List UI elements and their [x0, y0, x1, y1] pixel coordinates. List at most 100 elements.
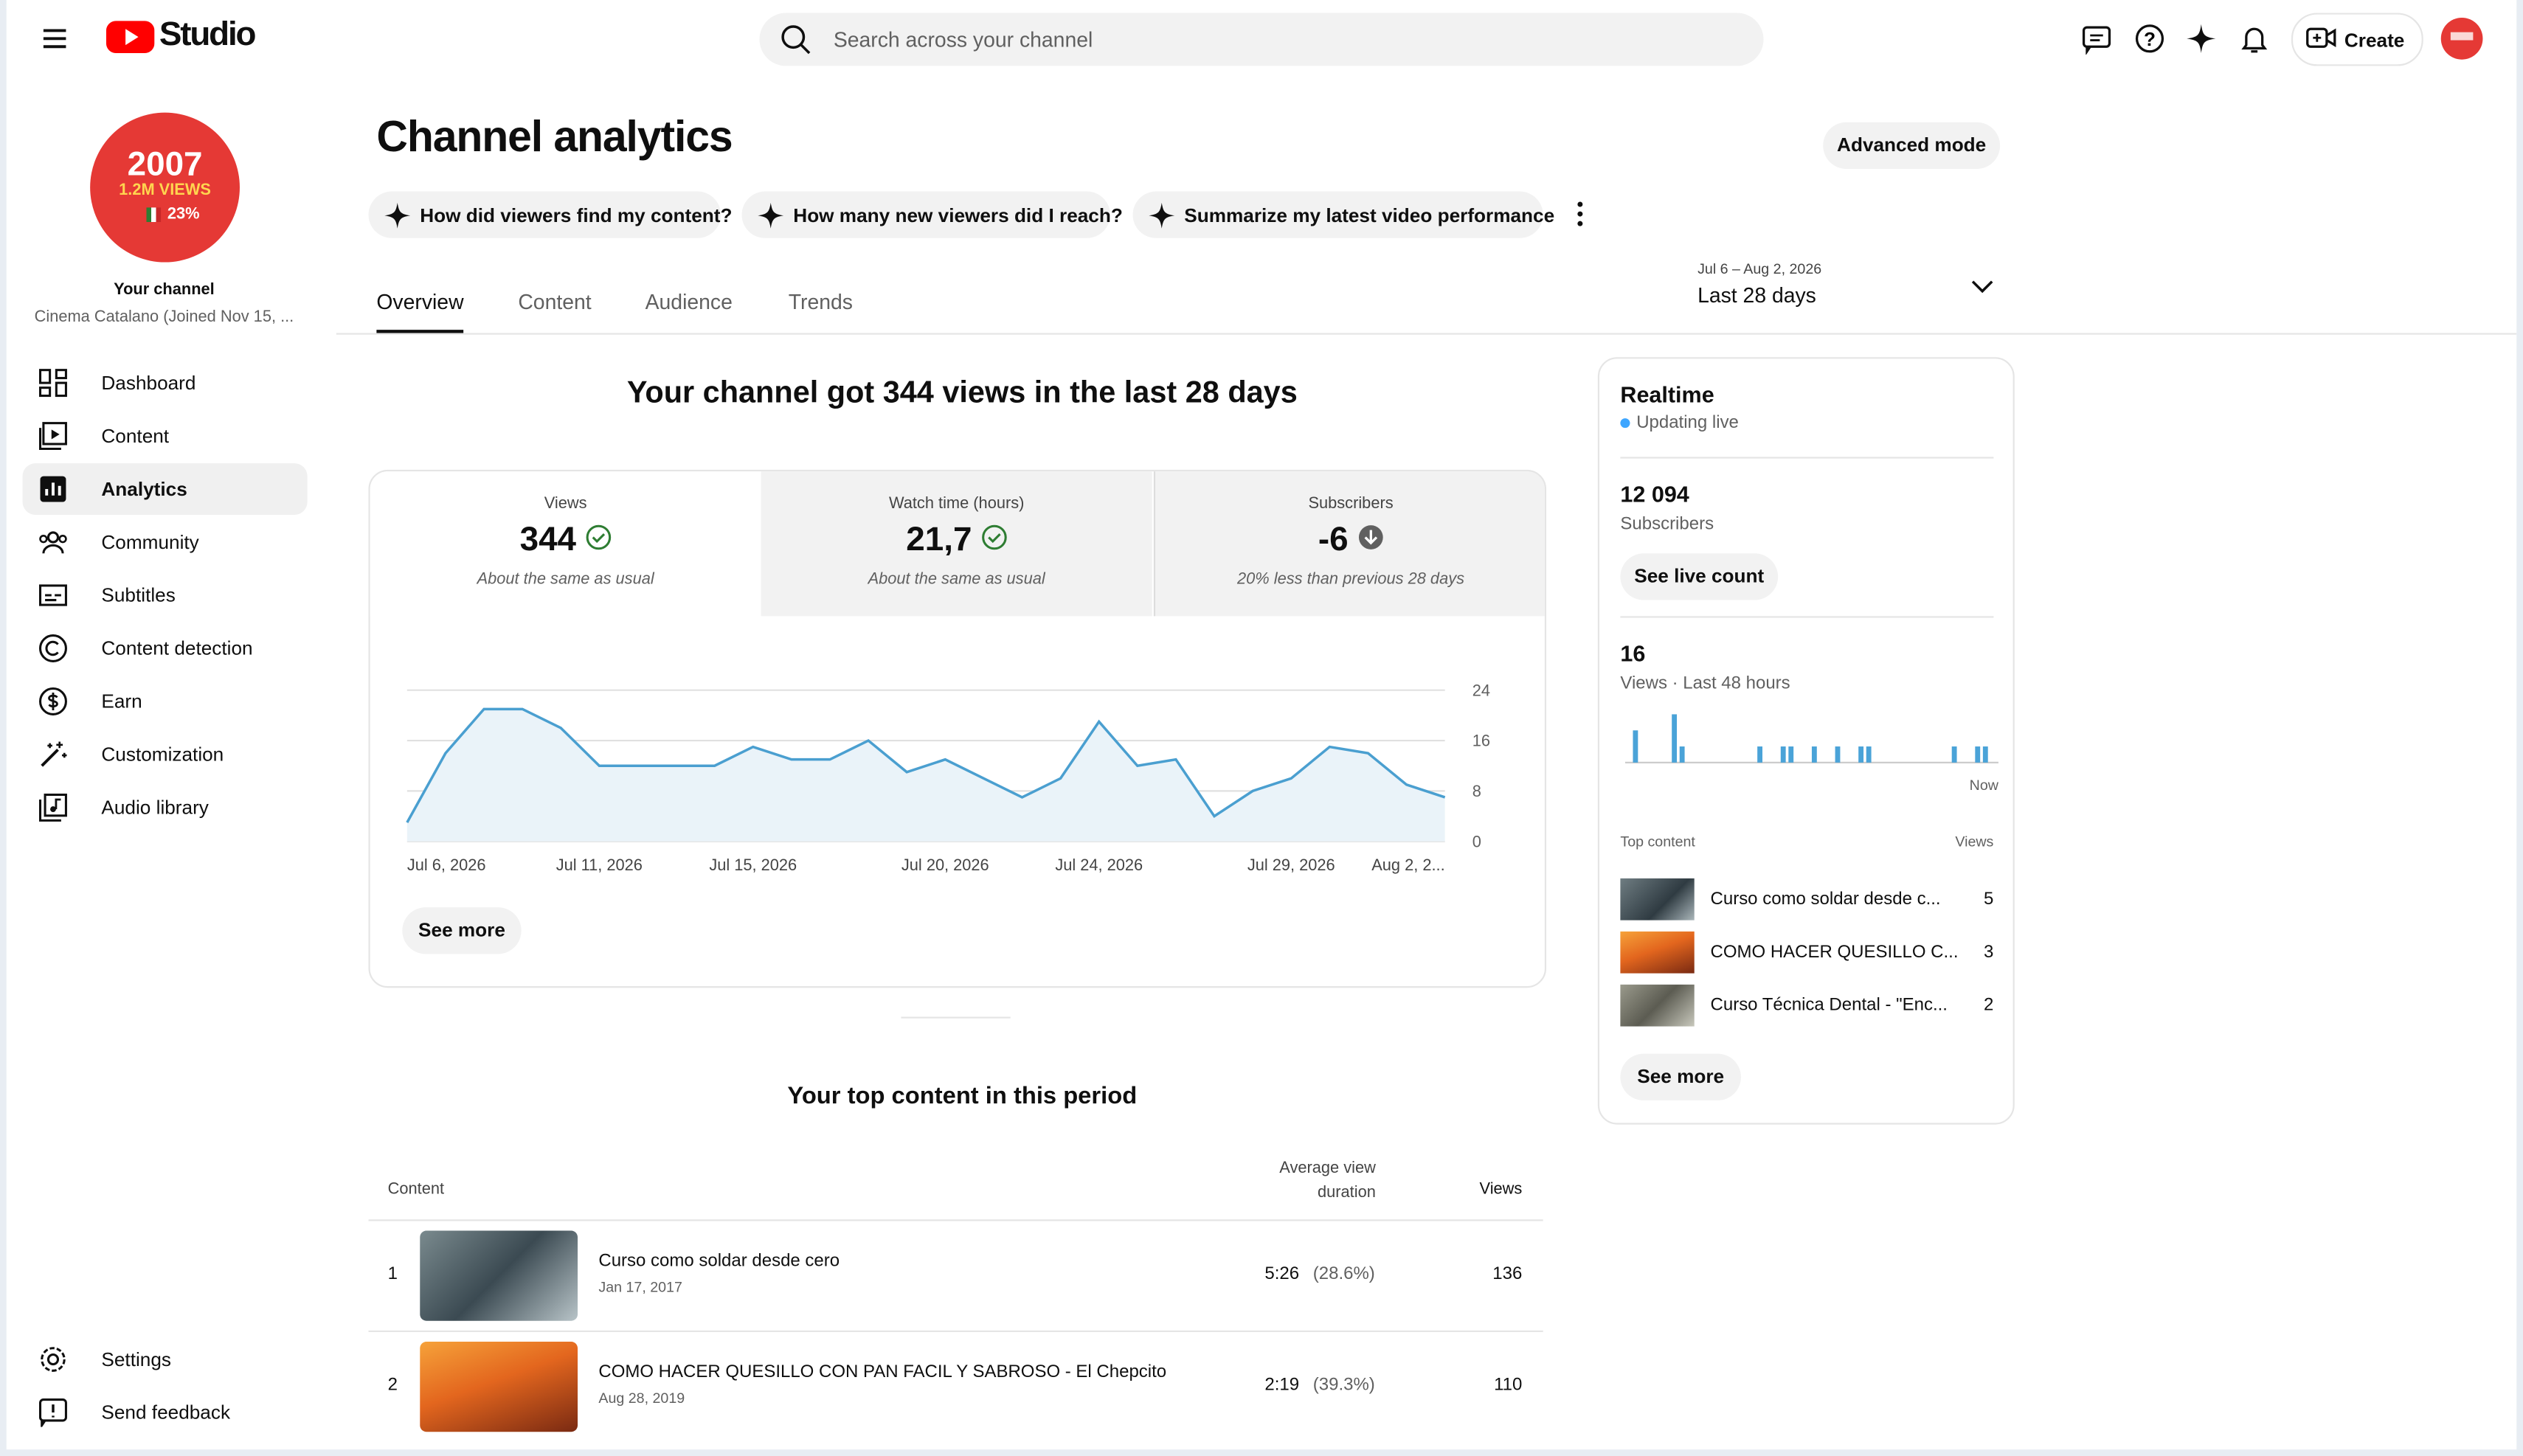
help-icon[interactable]: ?: [2133, 23, 2166, 55]
nav-item[interactable]: Audio library: [23, 782, 308, 833]
live-dot: [1620, 418, 1630, 429]
check-icon: [586, 524, 612, 550]
nav-label: Earn: [101, 690, 142, 713]
nav-item[interactable]: Subtitles: [23, 569, 308, 621]
more-options-icon[interactable]: [1571, 198, 1590, 230]
nav-label: Dashboard: [101, 371, 196, 395]
bar: [1757, 746, 1762, 763]
metric-card[interactable]: Subscribers -6 20% less than previous 28…: [1153, 471, 1545, 617]
nav-item[interactable]: Settings: [23, 1334, 308, 1385]
search-box[interactable]: Search across your channel: [759, 13, 1764, 66]
top-content-header: Top content: [1620, 833, 1695, 850]
spark-icon[interactable]: [2185, 23, 2218, 55]
nav-item[interactable]: Earn: [23, 676, 308, 727]
tab[interactable]: Audience: [645, 289, 733, 314]
create-button[interactable]: Create: [2291, 13, 2423, 66]
youtube-logo[interactable]: [105, 19, 155, 55]
overview-card: Views 344 About the same as usual Watch …: [368, 469, 1547, 988]
x-tick-label: Jul 15, 2026: [709, 856, 797, 874]
see-more-button[interactable]: See more: [1620, 1053, 1741, 1100]
advanced-mode-button[interactable]: Advanced mode: [1823, 122, 2001, 170]
thumbnail: [420, 1230, 578, 1321]
suggestion-chip[interactable]: How did viewers find my content?: [368, 191, 732, 238]
copyright-icon: [39, 634, 67, 662]
nav-item[interactable]: Content detection: [23, 623, 308, 674]
duration-percent: (39.3%): [1312, 1375, 1375, 1396]
tab-selected[interactable]: Overview: [376, 289, 464, 314]
nav-label: Content: [101, 424, 170, 448]
table-row[interactable]: 2 COMO HACER QUESILLO CON PAN FACIL Y SA…: [368, 1332, 1543, 1441]
suggestion-chip[interactable]: How many new viewers did I reach?: [741, 191, 1123, 238]
realtime-views-chart: Now: [1624, 714, 1998, 794]
metric-number: 344: [519, 521, 577, 558]
metric-note: About the same as usual: [477, 571, 654, 589]
nav-item[interactable]: Send feedback: [23, 1387, 308, 1438]
bar: [1835, 746, 1841, 763]
down-icon: [1358, 525, 1383, 550]
nav-item[interactable]: Dashboard: [23, 357, 308, 409]
suggestion-text: Summarize my latest video performance: [1184, 204, 1555, 227]
thumbnail: [420, 1342, 578, 1432]
table-row[interactable]: 1 Curso como soldar desde cero Jan 17, 2…: [368, 1221, 1543, 1330]
notifications-icon[interactable]: [2238, 23, 2271, 55]
svg-text:?: ?: [2144, 28, 2156, 50]
customization-icon: [41, 741, 67, 767]
account-avatar[interactable]: [2440, 16, 2485, 61]
subscriber-count: 12 094: [1620, 481, 1689, 507]
rank: 1: [387, 1264, 398, 1284]
views: 136: [1492, 1264, 1523, 1284]
bar: [1811, 746, 1817, 763]
realtime-title: Realtime: [1620, 381, 1714, 407]
row-divider: [368, 1330, 1543, 1332]
duration: 5:26: [1264, 1264, 1300, 1284]
column-header: Average view duration: [1279, 1159, 1376, 1202]
thumbnail: [1620, 878, 1695, 921]
period[interactable]: Last 28 days: [1697, 282, 1816, 308]
y-tick-label: 0: [1472, 832, 1481, 850]
tab[interactable]: Content: [518, 289, 592, 314]
see-live-count-button[interactable]: See live count: [1620, 553, 1779, 600]
video-date: Aug 28, 2019: [598, 1390, 685, 1407]
studio-window: Studio Search across your channel ? Crea…: [6, 0, 2517, 1450]
see-more-button[interactable]: See more: [402, 907, 522, 954]
avatar-flag: [146, 207, 162, 222]
channel-avatar[interactable]: 2007 1.2M VIEWS 23%: [90, 112, 240, 263]
video-title: Curso como soldar desde cero: [598, 1251, 840, 1272]
earn-icon: [39, 687, 67, 715]
date-range[interactable]: Jul 6 – Aug 2, 2026: [1697, 260, 1822, 277]
metric-card[interactable]: Watch time (hours) 21,7 About the same a…: [761, 471, 1152, 617]
nav-item[interactable]: Community: [23, 516, 308, 568]
content-icon: [39, 422, 67, 451]
bar: [1982, 746, 1988, 763]
metric-number: 21,7: [906, 521, 972, 558]
views-count: 16: [1620, 640, 1646, 666]
search-icon: [781, 25, 811, 55]
nav-item[interactable]: Customization: [23, 729, 308, 780]
send-feedback-icon: [39, 1398, 67, 1427]
nav-label: Send feedback: [101, 1401, 231, 1424]
video-title: COMO HACER QUESILLO CON PAN FACIL Y SABR…: [598, 1362, 1167, 1382]
x-tick-label: Jul 24, 2026: [1055, 856, 1143, 874]
tab[interactable]: Trends: [788, 289, 853, 314]
metric-card[interactable]: Views 344 About the same as usual: [370, 471, 761, 617]
nav-item-selected[interactable]: Analytics: [22, 463, 308, 515]
feedback-icon[interactable]: [2080, 23, 2113, 55]
video-title[interactable]: Curso Técnica Dental - "Enc...: [1710, 996, 1948, 1016]
x-tick-label: Jul 29, 2026: [1247, 856, 1335, 874]
rank: 2: [387, 1375, 398, 1396]
dropdown-icon[interactable]: [1970, 275, 1996, 298]
thumbnail: [1620, 931, 1695, 974]
divider: [1620, 457, 1994, 459]
video-title[interactable]: Curso como soldar desde c...: [1710, 890, 1941, 909]
logo-text: Studio: [159, 15, 257, 53]
channel-name: Cinema Catalano (Joined Nov 15, ...: [34, 308, 294, 327]
nav-item[interactable]: Content: [23, 410, 308, 462]
suggestion-chip[interactable]: Summarize my latest video performance: [1132, 191, 1554, 238]
metric-value: 21,7: [761, 521, 1152, 560]
tab-underline: [376, 330, 464, 333]
menu-icon[interactable]: [38, 23, 71, 55]
audio-library-icon: [39, 793, 67, 822]
duration: 2:19: [1264, 1375, 1300, 1396]
avatar-line2: 1.2M VIEWS: [119, 181, 211, 200]
video-title[interactable]: COMO HACER QUESILLO C...: [1710, 943, 1959, 963]
